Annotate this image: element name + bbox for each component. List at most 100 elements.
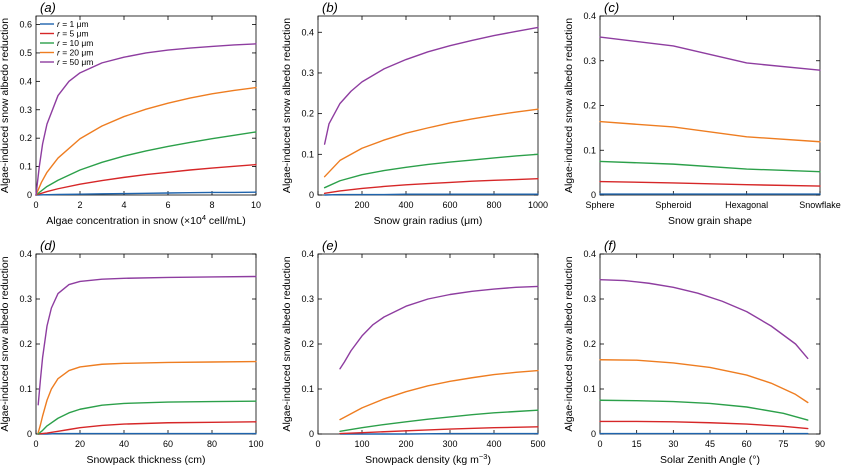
x-axis-label-part: Snow grain shape — [668, 215, 752, 227]
y-tick-label: 0 — [309, 429, 314, 439]
y-tick-label: 0.3 — [583, 56, 596, 66]
y-axis-label: Algae-induced snow albedo reduction — [0, 18, 11, 193]
y-tick-label: 0.2 — [19, 339, 32, 349]
y-tick-label: 0.3 — [301, 68, 314, 78]
x-axis-label: Algae concentration in snow (×104 cell/m… — [46, 213, 245, 228]
legend-entry: r = 10 μm — [57, 38, 93, 48]
y-tick-label: 0.1 — [301, 149, 314, 159]
panel-label: (e) — [322, 238, 338, 253]
y-tick-label: 0.1 — [583, 384, 596, 394]
panel-1: 0 2 4 6 8 10 0 0.1 0.2 0.3 0.4 0.5 0.6 Algae concentr… — [0, 0, 261, 227]
legend: r = 1 μmr = 5 μmr = 10 μmr = 20 μmr = 50… — [40, 19, 93, 67]
x-tick-label: 100 — [248, 439, 263, 449]
panel-label: (c) — [604, 0, 619, 15]
legend-value: = 1 μm — [60, 19, 89, 29]
legend-variable: r — [57, 29, 61, 39]
x-tick-label: Snowflake — [799, 200, 841, 210]
x-tick-label: 10 — [251, 200, 261, 210]
x-axis-label: Solar Zenith Angle (°) — [660, 454, 760, 465]
y-tick-label: 0 — [591, 190, 596, 200]
y-tick-label: 0.1 — [19, 384, 32, 394]
series-line-r5 — [599, 180, 821, 187]
x-tick-label: 80 — [207, 439, 217, 449]
panel-3: Sphere Spheroid Hexagonal Snowflake 0 0.1 0.2 0… — [563, 0, 841, 227]
x-tick-label: 0 — [315, 200, 320, 210]
y-tick-label: 0 — [27, 190, 32, 200]
panel-label: (b) — [322, 0, 338, 15]
x-tick-label: 40 — [119, 439, 129, 449]
y-tick-label: 0.2 — [301, 339, 314, 349]
x-tick-label: 0 — [315, 439, 320, 449]
series-line-r20 — [37, 360, 257, 434]
legend-entry: r = 5 μm — [57, 29, 89, 39]
y-tick-label: 0.6 — [19, 20, 32, 30]
y-tick-label: 0 — [27, 429, 32, 439]
series-line-r10 — [599, 399, 809, 421]
y-tick-label: 0.1 — [19, 162, 32, 172]
series-line-r20 — [35, 86, 257, 196]
y-tick-label: 0.3 — [301, 294, 314, 304]
series-line-r50 — [35, 43, 257, 196]
x-tick-label: Hexagonal — [725, 200, 768, 210]
legend-variable: r — [57, 38, 61, 48]
legend-variable: r — [57, 57, 61, 67]
x-tick-label: 0 — [33, 439, 38, 449]
y-axis-label: Algae-induced snow albedo reduction — [0, 256, 11, 431]
y-tick-label: 0.3 — [19, 294, 32, 304]
series-line-r50 — [323, 26, 539, 145]
plot-frame — [317, 253, 539, 435]
y-axis-label: Algae-induced snow albedo reduction — [281, 256, 293, 431]
x-axis-label-part: Snow grain radius (μm) — [374, 215, 483, 227]
y-axis-label: Algae-induced snow albedo reduction — [281, 18, 293, 193]
x-axis-label-part: Snowpack density (kg m — [365, 454, 479, 465]
y-tick-label: 0.3 — [19, 105, 32, 115]
y-tick-label: 0.2 — [301, 109, 314, 119]
series-line-r1 — [323, 193, 539, 196]
series-line-r5 — [339, 426, 539, 435]
y-tick-label: 0.3 — [583, 294, 596, 304]
legend-entry: r = 20 μm — [57, 48, 93, 58]
x-tick-label: 4 — [121, 200, 126, 210]
y-tick-label: 0.4 — [301, 249, 314, 259]
series-line-r5 — [599, 420, 809, 430]
x-tick-label: Sphere — [585, 200, 614, 210]
y-tick-label: 0.4 — [301, 27, 314, 37]
series-line-r50 — [339, 285, 539, 370]
series-line-r50 — [37, 275, 257, 406]
y-tick-label: 0.1 — [301, 384, 314, 394]
x-tick-label: 45 — [705, 439, 715, 449]
legend-value: = 50 μm — [60, 57, 93, 67]
x-tick-label: 60 — [163, 439, 173, 449]
x-tick-label: 90 — [815, 439, 825, 449]
legend-value: = 5 μm — [60, 29, 89, 39]
legend-value: = 20 μm — [60, 48, 93, 58]
legend-entry: r = 50 μm — [57, 57, 93, 67]
y-tick-label: 0.2 — [19, 133, 32, 143]
plot-frame — [35, 15, 257, 196]
x-axis-label-part: Solar Zenith Angle (°) — [660, 454, 760, 465]
x-axis-label: Snow grain shape — [668, 215, 752, 227]
x-axis-label-part: 4 — [202, 213, 206, 222]
series-line-r5 — [323, 178, 539, 195]
x-tick-label: 300 — [442, 439, 457, 449]
y-tick-label: 0.5 — [19, 48, 32, 58]
x-tick-label: 0 — [597, 439, 602, 449]
series-line-r10 — [339, 409, 539, 432]
x-tick-label: 1000 — [528, 200, 548, 210]
panel-label: (f) — [604, 238, 616, 253]
x-tick-label: 600 — [442, 200, 457, 210]
x-tick-label: 500 — [530, 439, 545, 449]
y-tick-label: 0.4 — [583, 249, 596, 259]
panel-5: 0 100 200 300 400 500 0 0.1 0.2 0.3 0.4 Snowpack de… — [281, 238, 546, 465]
x-axis-label-part: cell/mL) — [206, 215, 246, 227]
series-line-r10 — [35, 131, 257, 196]
x-tick-label: 6 — [165, 200, 170, 210]
legend-variable: r — [57, 19, 61, 29]
y-tick-label: 0.4 — [583, 11, 596, 21]
x-tick-label: 800 — [486, 200, 501, 210]
y-tick-label: 0.1 — [583, 145, 596, 155]
panel-label: (a) — [40, 0, 56, 15]
y-axis-label: Algae-induced snow albedo reduction — [563, 256, 575, 431]
x-tick-label: 400 — [486, 439, 501, 449]
